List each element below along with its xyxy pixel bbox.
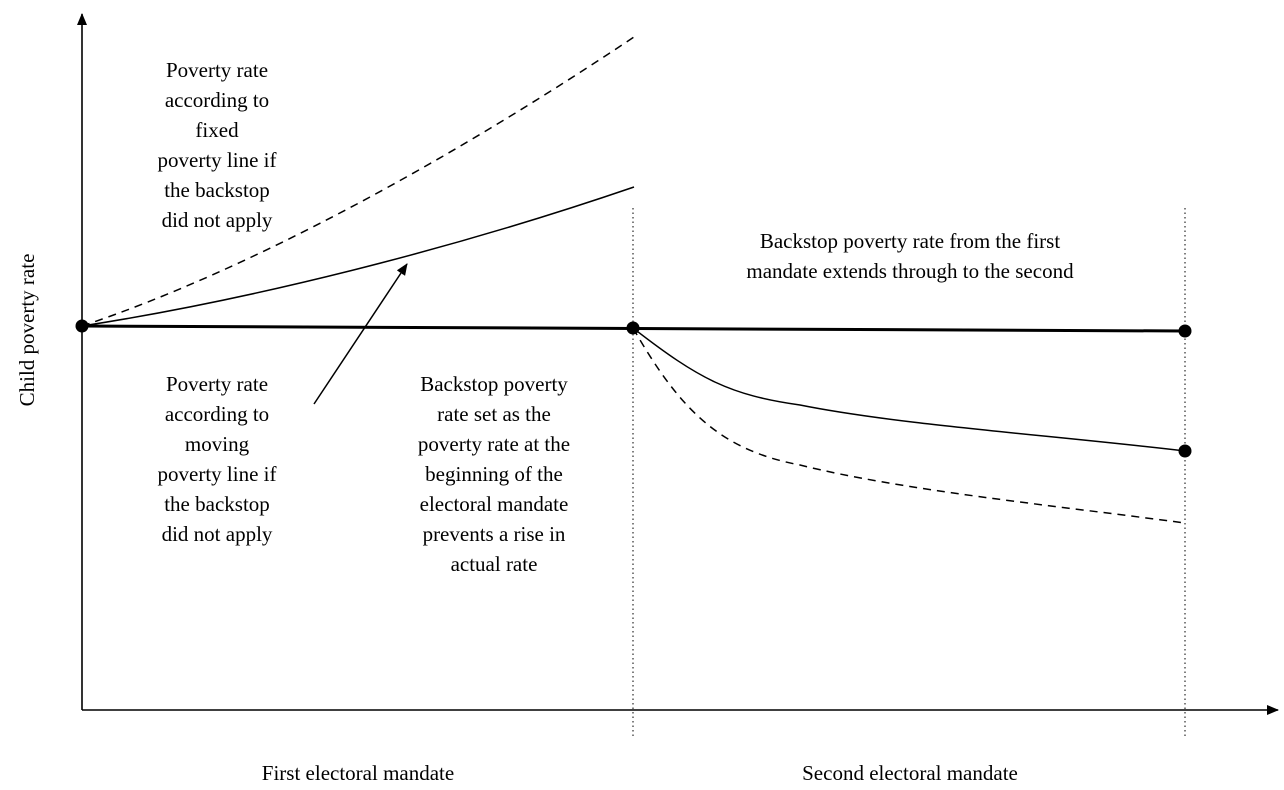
moving-poverty-line-curve-first — [81, 186, 635, 327]
annotation-backstop-set: Backstop poverty rate set as the poverty… — [418, 372, 570, 576]
pointer-arrow — [313, 263, 408, 405]
annotation-line: fixed — [195, 118, 239, 142]
annotation-line: according to — [165, 402, 269, 426]
annotation-line: moving — [185, 432, 250, 456]
annotation-line: actual rate — [451, 552, 538, 576]
annotation-line: mandate extends through to the second — [746, 259, 1074, 283]
annotation-line: poverty line if — [158, 148, 277, 172]
annotation-line: Poverty rate — [166, 58, 268, 82]
point-end-moving — [1178, 444, 1192, 458]
annotation-line: Poverty rate — [166, 372, 268, 396]
point-end-backstop — [1178, 324, 1192, 338]
annotation-backstop-extends: Backstop poverty rate from the first man… — [746, 229, 1074, 283]
annotation-line: prevents a rise in — [423, 522, 566, 546]
annotation-line: beginning of the — [425, 462, 563, 486]
x-label-first-mandate: First electoral mandate — [262, 761, 454, 785]
annotation-line: Backstop poverty rate from the first — [760, 229, 1060, 253]
x-label-second-mandate: Second electoral mandate — [802, 761, 1018, 785]
annotation-line: poverty rate at the — [418, 432, 570, 456]
annotation-fixed-line: Poverty rate according to fixed poverty … — [158, 58, 277, 232]
annotation-line: the backstop — [164, 492, 270, 516]
fixed-poverty-line-curve-second — [632, 327, 1186, 524]
annotation-line: Backstop poverty — [420, 372, 568, 396]
fixed-poverty-line-curve-first — [81, 36, 635, 327]
annotation-line: the backstop — [164, 178, 270, 202]
annotation-line: did not apply — [162, 522, 273, 546]
annotation-line: rate set as the — [437, 402, 551, 426]
moving-poverty-line-curve-second — [632, 327, 1186, 452]
annotation-moving-line: Poverty rate according to moving poverty… — [158, 372, 277, 546]
annotation-line: did not apply — [162, 208, 273, 232]
point-start — [75, 319, 89, 333]
annotation-line: according to — [165, 88, 269, 112]
annotation-line: poverty line if — [158, 462, 277, 486]
annotation-line: electoral mandate — [420, 492, 569, 516]
point-mid — [626, 321, 640, 335]
y-axis-label: Child poverty rate — [15, 254, 39, 407]
